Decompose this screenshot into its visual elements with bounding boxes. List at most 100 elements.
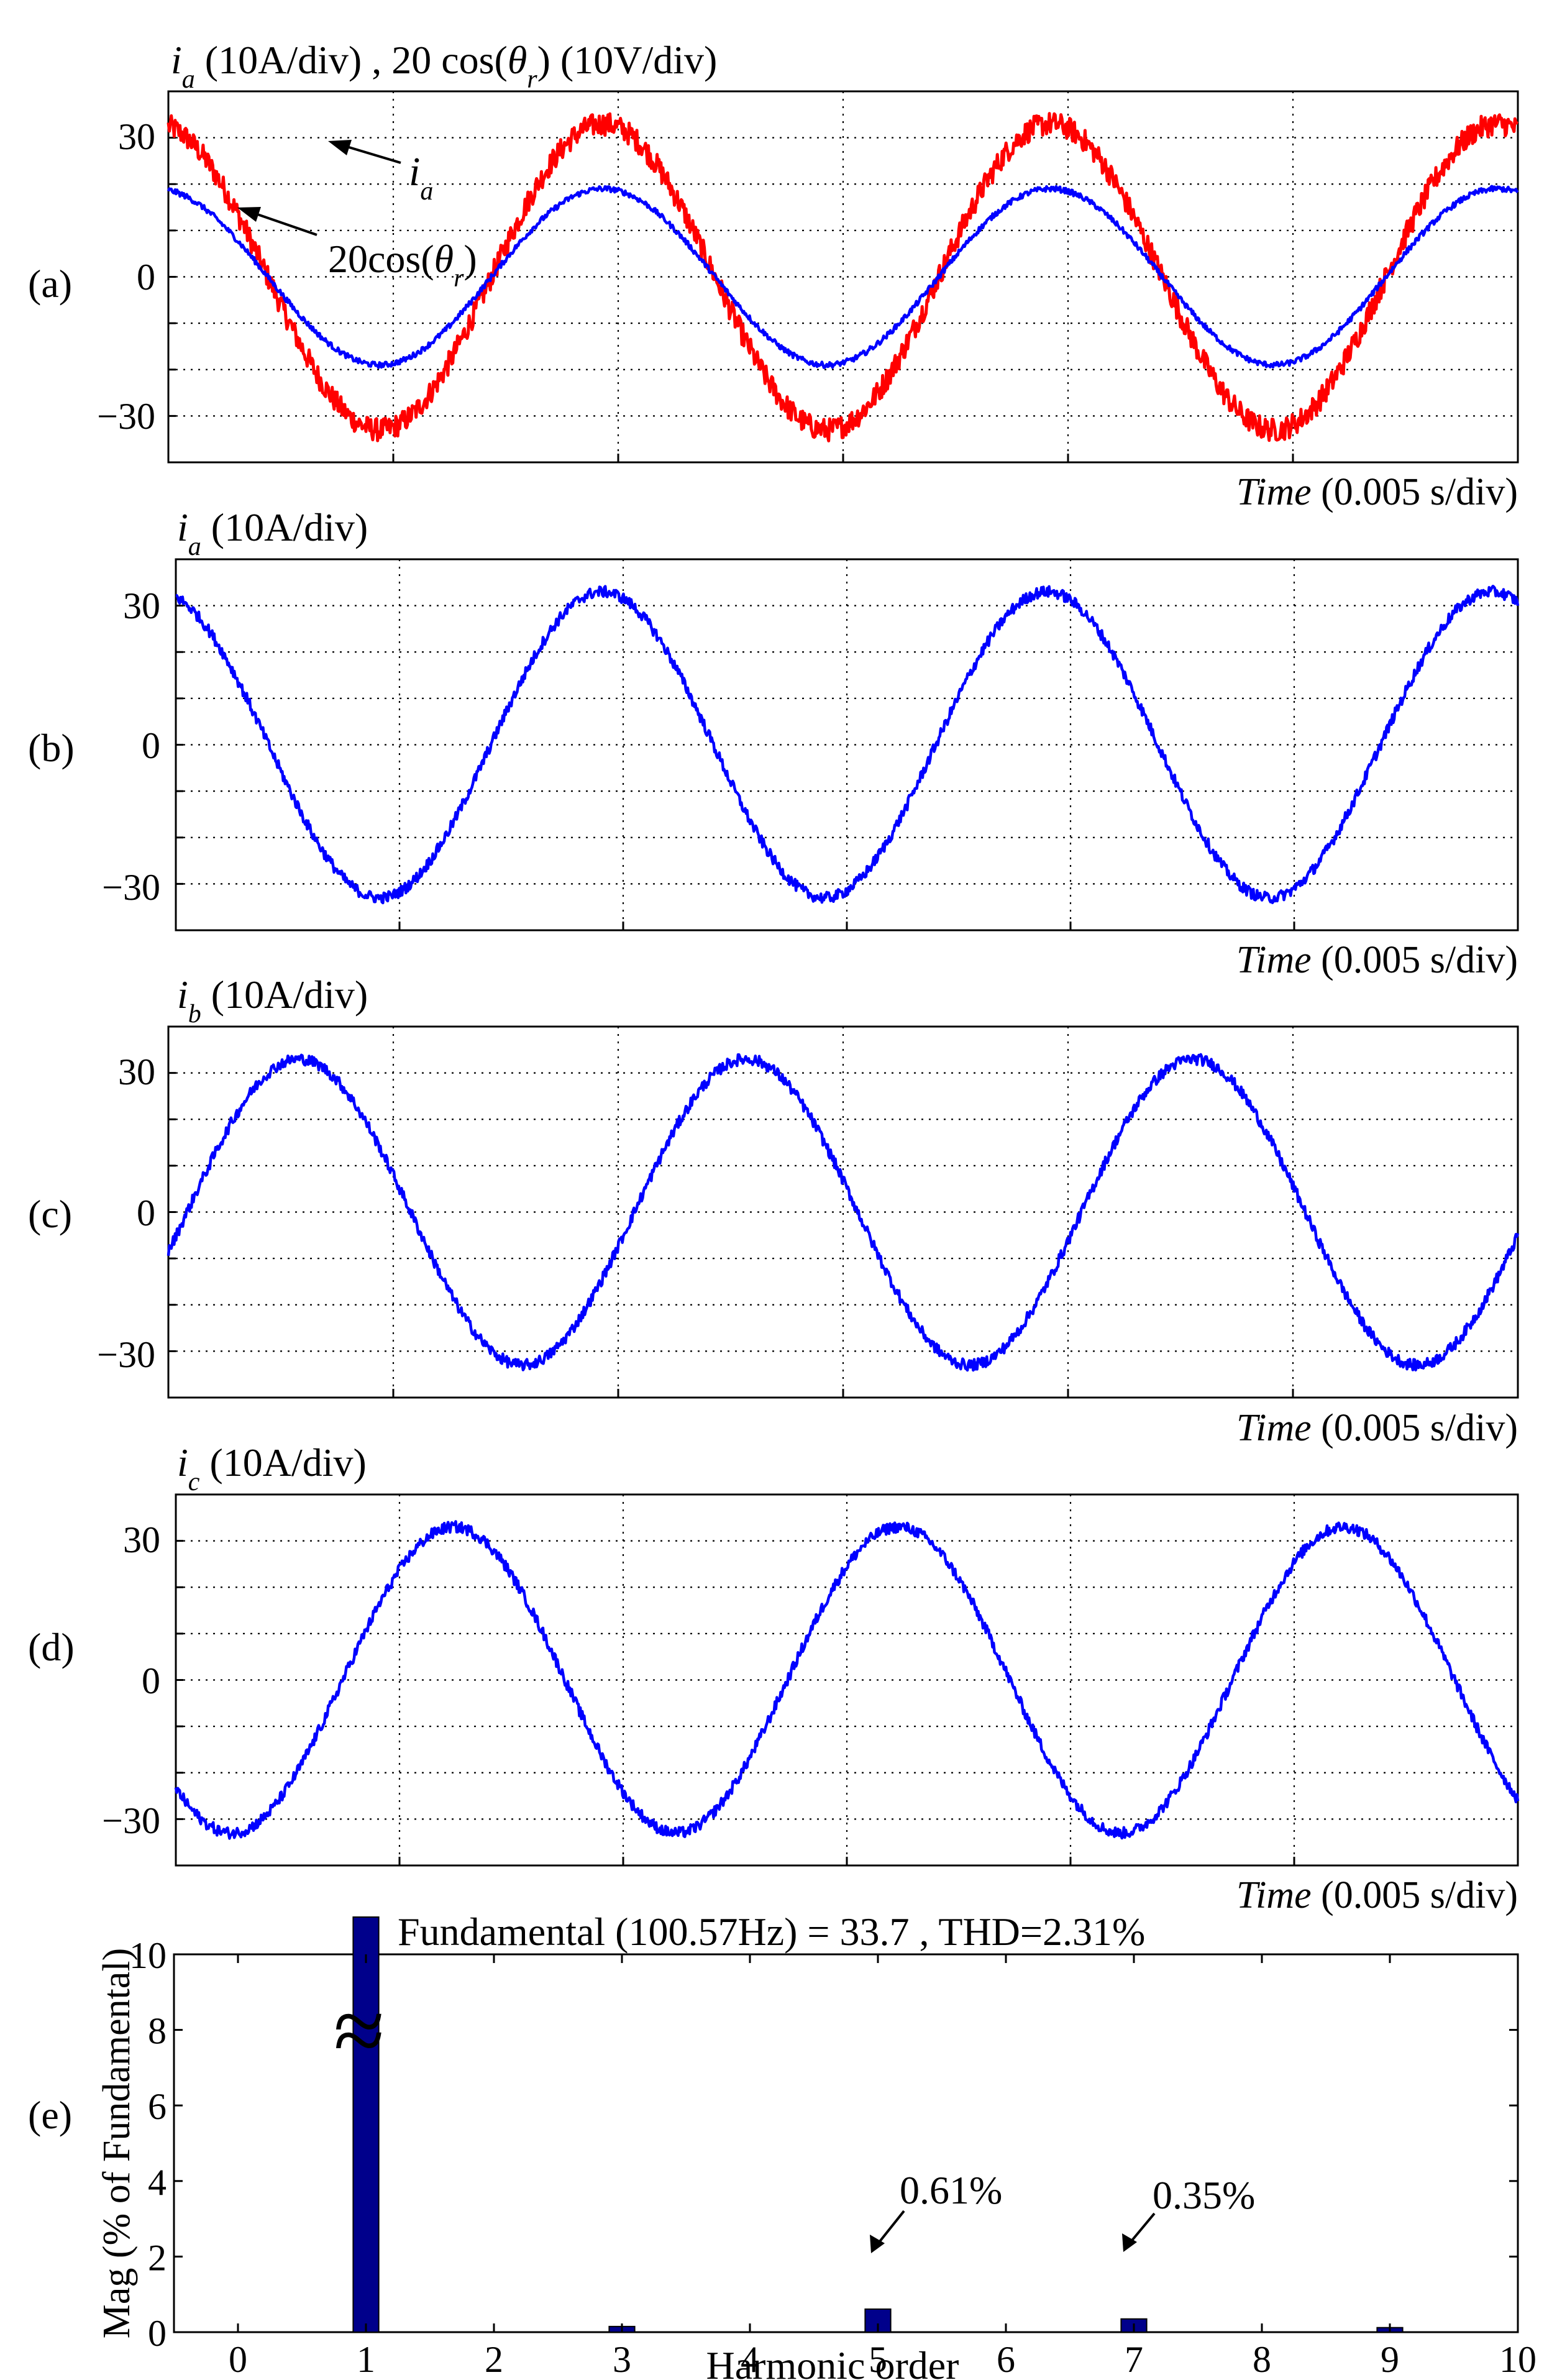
panel-e-xtick-label: 0 xyxy=(229,2339,247,2380)
panel-a-ytick-0: 0 xyxy=(137,257,155,298)
panel-a-annotation-cos-sym: 20cos( xyxy=(328,237,434,281)
panel-a-arrow-cos-head xyxy=(237,207,261,222)
panel-c-grid xyxy=(168,1027,1518,1398)
panel-c: ib (10A/div) 30 0 −30 (c) Time (0.005 s/… xyxy=(28,973,1520,1449)
panel-e-xtick-label: 6 xyxy=(997,2339,1015,2380)
panel-c-ytick-30: 30 xyxy=(118,1051,155,1092)
panel-e-xtick-label: 2 xyxy=(485,2339,503,2380)
panel-d-ytick-neg30: −30 xyxy=(102,1800,160,1841)
panel-e-xlabel: Harmonic order xyxy=(706,2343,959,2380)
panel-b-title-rest: (10A/div) xyxy=(201,505,368,549)
panel-b-title-sym: i xyxy=(177,505,188,549)
panel-a-grid xyxy=(168,91,1518,462)
panel-a-ytick-30: 30 xyxy=(118,116,155,157)
panel-b-ytick-0: 0 xyxy=(142,725,160,766)
panel-b: ia (10A/div) 30 0 −30 (b) Time (0.005 s/… xyxy=(28,505,1520,981)
panel-c-title-sym: i xyxy=(177,973,188,1017)
panel-b-title: ia (10A/div) xyxy=(177,505,368,561)
panel-d-title-sub: c xyxy=(188,1468,200,1496)
panel-b-xlabel-unit: (0.005 s/div) xyxy=(1312,939,1518,981)
panel-b-title-sub: a xyxy=(188,533,201,561)
panel-d-series-line-0 xyxy=(174,1520,1520,1840)
panel-a-annotation-ia-sym: i xyxy=(409,149,420,195)
panel-a-title-rest: (10A/div) , 20 cos( xyxy=(195,38,508,82)
panel-a-series-line-0 xyxy=(167,112,1518,442)
panel-e-bars xyxy=(352,1916,1404,2333)
panel-a-annotation-cos-theta-sub: r xyxy=(454,264,464,293)
panel-e-xtick-label: 10 xyxy=(1499,2339,1536,2380)
panel-a-annotation-cos: 20cos(θr) xyxy=(328,237,477,293)
panel-e-ytick-label: 10 xyxy=(129,1935,167,1976)
panel-e-ylabel: Mag (% of Fundamental) xyxy=(96,1948,138,2338)
panel-a-annotation-ia: ia xyxy=(409,149,433,206)
panel-e-arrow-h7-line xyxy=(1128,2212,1156,2245)
panel-a-series-line-1 xyxy=(167,185,1519,369)
panel-e-ytick-label: 2 xyxy=(148,2237,167,2278)
panel-e-xtick-label: 7 xyxy=(1125,2339,1143,2380)
panel-a-annotation-cos-theta: θ xyxy=(434,237,454,281)
panel-d-xlabel-unit: (0.005 s/div) xyxy=(1312,1874,1518,1916)
panel-e-xtick-label: 8 xyxy=(1253,2339,1271,2380)
panel-a-arrow-cos-line xyxy=(248,210,317,236)
panel-a-annotation-cos-rest: ) xyxy=(463,237,477,281)
panel-b-grid xyxy=(176,559,1518,930)
panel-b-ytick-30: 30 xyxy=(123,585,160,626)
panel-e-arrow-h7-head xyxy=(1122,2233,1137,2252)
panel-b-label: (b) xyxy=(28,726,75,770)
panel-a-xlabel: Time (0.005 s/div) xyxy=(1236,471,1518,513)
panel-a-xlabel-unit: (0.005 s/div) xyxy=(1312,471,1518,513)
panel-d-ytick-30: 30 xyxy=(123,1519,160,1560)
panel-b-series-line-0 xyxy=(175,585,1520,905)
panel-e-xtick-label: 5 xyxy=(869,2339,887,2380)
panel-a-arrow-ia-head xyxy=(328,140,352,155)
panel-e-frame xyxy=(173,1953,1519,2333)
panel-c-title: ib (10A/div) xyxy=(177,973,368,1028)
panel-c-series-line-0 xyxy=(167,1053,1520,1372)
panel-d-title-rest: (10A/div) xyxy=(199,1440,366,1485)
panel-e-annotation-h5: 0.61% xyxy=(900,2168,1002,2212)
panel-d-xlabel-var: Time xyxy=(1236,1874,1312,1916)
panel-d-title-sym: i xyxy=(177,1440,188,1485)
panel-a-annotation-ia-sub: a xyxy=(420,177,433,206)
panel-d-xlabel: Time (0.005 s/div) xyxy=(1236,1874,1518,1916)
panel-a-title-sym: i xyxy=(171,38,182,82)
panel-c-title-sub: b xyxy=(188,1000,201,1028)
panel-b-series xyxy=(175,585,1520,905)
panel-e-annotation-h7: 0.35% xyxy=(1153,2173,1255,2217)
panel-c-ytick-0: 0 xyxy=(137,1192,155,1233)
panel-d-series xyxy=(174,1520,1520,1840)
panel-c-title-rest: (10A/div) xyxy=(201,973,368,1017)
panel-e-xtick-label: 3 xyxy=(613,2339,631,2380)
panel-b-xlabel: Time (0.005 s/div) xyxy=(1236,939,1518,981)
panel-c-xlabel-unit: (0.005 s/div) xyxy=(1312,1407,1518,1449)
panel-e-ytick-label: 4 xyxy=(148,2162,167,2203)
panel-a-label: (a) xyxy=(28,262,72,306)
panel-c-xlabel-var: Time xyxy=(1236,1407,1312,1449)
panel-a-title-sub: a xyxy=(182,65,195,94)
panel-c-ytick-neg30: −30 xyxy=(97,1334,155,1375)
panel-d-ytick-0: 0 xyxy=(142,1660,160,1701)
panel-a: ia (10A/div) , 20 cos(θr) (10V/div) 30 0… xyxy=(28,38,1519,513)
panel-e-xtick-label: 4 xyxy=(741,2339,759,2380)
panel-e-title: Fundamental (100.57Hz) = 33.7 , THD=2.31… xyxy=(398,1910,1145,1954)
panel-d-label: (d) xyxy=(28,1625,75,1669)
panel-e-arrow-h5-head xyxy=(870,2235,885,2253)
panel-e-xtick-label: 1 xyxy=(357,2339,375,2380)
panel-a-title-theta-sub: r xyxy=(527,65,537,94)
panel-c-series xyxy=(167,1053,1520,1372)
panel-e-xtick-label: 9 xyxy=(1381,2339,1399,2380)
panel-c-xlabel: Time (0.005 s/div) xyxy=(1236,1407,1518,1449)
panel-a-title-theta: θ xyxy=(508,38,527,82)
panel-d: ic (10A/div) 30 0 −30 (d) Time (0.005 s/… xyxy=(28,1440,1520,1916)
panel-e-label: (e) xyxy=(28,2093,72,2137)
panel-d-grid xyxy=(176,1494,1518,1865)
panel-e-xticks: 0 1 2 3 4 5 6 7 8 9 10 xyxy=(229,1954,1536,2380)
panel-e-ytick-label: 0 xyxy=(148,2313,167,2354)
panel-e: Fundamental (100.57Hz) = 33.7 , THD=2.31… xyxy=(28,1910,1536,2380)
panel-a-title-close: ) (10V/div) xyxy=(537,38,718,82)
panel-c-label: (c) xyxy=(28,1192,72,1236)
panel-b-xlabel-var: Time xyxy=(1236,939,1312,981)
panel-e-ytick-label: 8 xyxy=(148,2011,167,2052)
panel-e-ytick-label: 6 xyxy=(148,2086,167,2127)
panel-e-arrow-h5-line xyxy=(876,2210,905,2246)
